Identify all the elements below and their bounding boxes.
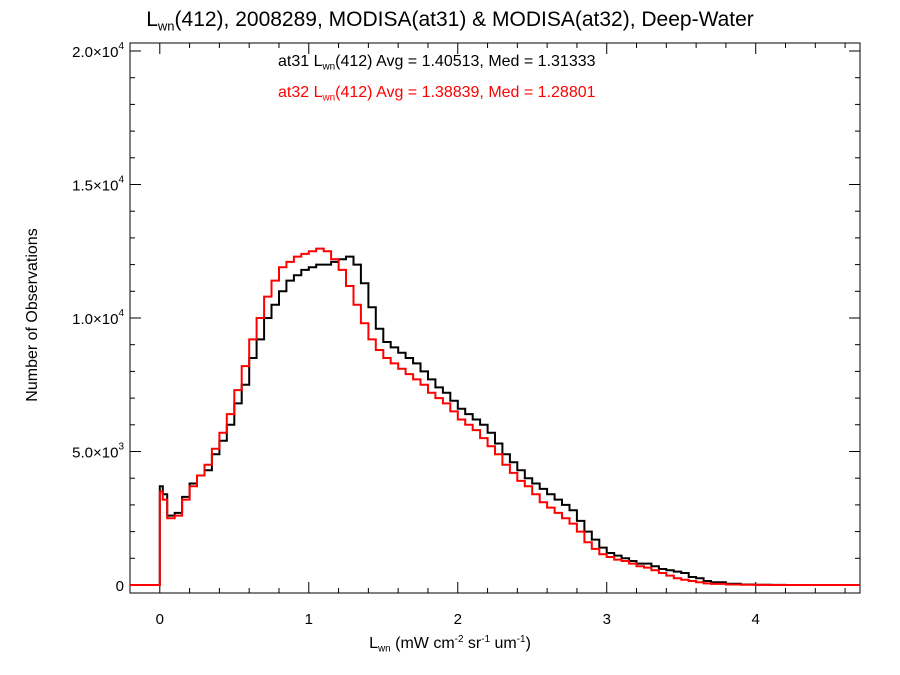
annotation-at31-stats: at31 Lwn(412) Avg = 1.40513, Med = 1.313… xyxy=(278,53,596,73)
x-axis-label: Lwn (mW cm-2 sr-1 um-1) xyxy=(369,634,531,655)
y-tick-label: 0 xyxy=(116,578,124,595)
series-line-at31 xyxy=(130,255,860,586)
x-tick-label: 1 xyxy=(305,611,313,628)
series-line-at32 xyxy=(130,247,860,586)
annotation-at32-stats: at32 Lwn(412) Avg = 1.38839, Med = 1.288… xyxy=(278,84,596,104)
x-tick-label: 0 xyxy=(156,611,164,628)
axis-ticks: 0 1 2 3 4 0 5.0×103 1.0×104 1.5×104 2.0×104 xyxy=(72,41,860,628)
series-layer xyxy=(130,247,860,586)
plot-frame xyxy=(129,42,861,594)
chart-title: Lwn(412), 2008289, MODISA(at31) & MODISA… xyxy=(146,8,754,34)
y-tick-label: 1.5×104 xyxy=(72,175,124,195)
y-tick-label: 5.0×103 xyxy=(72,441,124,461)
x-tick-label: 3 xyxy=(603,611,611,628)
y-tick-label: 2.0×104 xyxy=(72,41,124,61)
y-tick-label: 1.0×104 xyxy=(72,308,124,328)
x-tick-label: 4 xyxy=(752,611,760,628)
x-tick-label: 2 xyxy=(454,611,462,628)
